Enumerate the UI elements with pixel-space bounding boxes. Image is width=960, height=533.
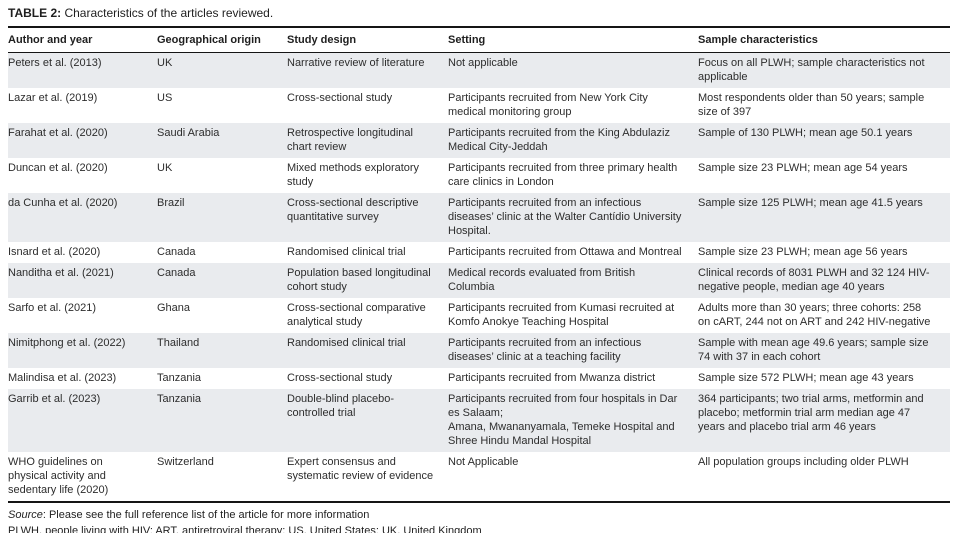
cell-setting: Participants recruited from New York Cit… xyxy=(448,92,648,118)
cell-origin: UK xyxy=(157,162,173,174)
cell-design: Randomised clinical trial xyxy=(287,246,406,258)
cell-sample: 364 participants; two trial arms, metfor… xyxy=(698,393,924,433)
cell-author: Duncan et al. (2020) xyxy=(8,162,108,174)
cell-design: Population based longitudinal cohort stu… xyxy=(287,267,431,293)
cell-author: da Cunha et al. (2020) xyxy=(8,197,118,209)
cell-author: Malindisa et al. (2023) xyxy=(8,372,117,384)
cell-setting: Participants recruited from an infectiou… xyxy=(448,197,682,237)
cell-author: Garrib et al. (2023) xyxy=(8,393,101,405)
articles-reviewed-table: Author and year Geographical origin Study … xyxy=(8,26,950,503)
cell-setting: Participants recruited from Ottawa and M… xyxy=(448,246,682,258)
cell-author: Lazar et al. (2019) xyxy=(8,92,98,104)
cell-design: Mixed methods exploratory study xyxy=(287,162,420,188)
cell-setting: Medical records evaluated from British C… xyxy=(448,267,636,293)
cell-origin: Tanzania xyxy=(157,372,202,384)
header-row: Author and year Geographical origin Study … xyxy=(8,27,950,53)
cell-setting: Participants recruited from Mwanza distr… xyxy=(448,372,656,384)
column-header-origin: Geographical origin xyxy=(157,27,287,53)
cell-origin: Ghana xyxy=(157,302,191,314)
table-row: Isnard et al. (2020) Canada Randomised cli… xyxy=(8,242,950,263)
cell-origin: Canada xyxy=(157,246,196,258)
column-header-sample: Sample characteristics xyxy=(698,27,950,53)
table-row: Peters et al. (2013) UK Narrative review o… xyxy=(8,52,950,88)
cell-setting: Not applicable xyxy=(448,57,518,69)
cell-setting: Participants recruited from Kumasi recru… xyxy=(448,302,675,328)
cell-author: Farahat et al. (2020) xyxy=(8,127,108,139)
cell-sample: Sample size 572 PLWH; mean age 43 years xyxy=(698,372,914,384)
column-header-setting: Setting xyxy=(448,27,698,53)
table-row: Lazar et al. (2019) US Cross-sectional stu… xyxy=(8,88,950,123)
cell-design: Cross-sectional comparative analytical s… xyxy=(287,302,426,328)
cell-origin: US xyxy=(157,92,173,104)
table-row: Farahat et al. (2020) Saudi Arabia Retrosp… xyxy=(8,123,950,158)
cell-design: Randomised clinical trial xyxy=(287,337,406,349)
cell-setting: Participants recruited from an infectiou… xyxy=(448,337,642,363)
cell-sample: Most respondents older than 50 years; sa… xyxy=(698,92,925,118)
cell-author: WHO guidelines on physical activity and … xyxy=(8,456,109,496)
cell-sample: Clinical records of 8031 PLWH and 32 124… xyxy=(698,267,930,293)
cell-author: Sarfo et al. (2021) xyxy=(8,302,97,314)
table-caption-text: Characteristics of the articles reviewed… xyxy=(61,6,274,20)
source-label: Source xyxy=(8,509,43,521)
cell-sample: Sample size 125 PLWH; mean age 41.5 year… xyxy=(698,197,923,209)
cell-design: Retrospective longitudinal chart review xyxy=(287,127,413,153)
cell-design: Double-blind placebo-controlled trial xyxy=(287,393,395,419)
cell-setting: Participants recruited from the King Abd… xyxy=(448,127,670,153)
cell-author: Peters et al. (2013) xyxy=(8,57,102,69)
table-row: Sarfo et al. (2021) Ghana Cross-sectional … xyxy=(8,298,950,333)
cell-author: Nanditha et al. (2021) xyxy=(8,267,114,279)
cell-origin: UK xyxy=(157,57,173,69)
table-row: Garrib et al. (2023) Tanzania Double-blind… xyxy=(8,389,950,452)
table-row: Nimitphong et al. (2022) Thailand Randomis… xyxy=(8,333,950,368)
cell-design: Cross-sectional study xyxy=(287,92,393,104)
cell-origin: Thailand xyxy=(157,337,200,349)
cell-sample: Focus on all PLWH; sample characteristic… xyxy=(698,57,925,83)
cell-sample: Sample of 130 PLWH; mean age 50.1 years xyxy=(698,127,913,139)
cell-author: Nimitphong et al. (2022) xyxy=(8,337,126,349)
table-footnotes: Source: Please see the full reference li… xyxy=(8,507,950,533)
cell-design: Narrative review of literature xyxy=(287,57,425,69)
cell-origin: Canada xyxy=(157,267,196,279)
cell-origin: Switzerland xyxy=(157,456,214,468)
cell-design: Cross-sectional descriptive quantitative… xyxy=(287,197,419,223)
cell-setting: Not Applicable xyxy=(448,456,519,468)
table-header: Author and year Geographical origin Study … xyxy=(8,27,950,53)
cell-setting: Participants recruited from three primar… xyxy=(448,162,678,188)
table-row: Nanditha et al. (2021) Canada Population b… xyxy=(8,263,950,298)
cell-origin: Saudi Arabia xyxy=(157,127,220,139)
cell-sample: Sample size 23 PLWH; mean age 54 years xyxy=(698,162,908,174)
source-note: Source: Please see the full reference li… xyxy=(8,507,950,523)
table-caption-label: TABLE 2: xyxy=(8,6,62,20)
table-row: Duncan et al. (2020) UK Mixed methods expl… xyxy=(8,158,950,193)
source-text: : Please see the full reference list of … xyxy=(42,509,370,521)
table-row: da Cunha et al. (2020) Brazil Cross-sectio… xyxy=(8,193,950,242)
column-header-design: Study design xyxy=(287,27,448,53)
table-row: Malindisa et al. (2023) Tanzania Cross-sec… xyxy=(8,368,950,389)
cell-origin: Brazil xyxy=(157,197,185,209)
table-row: WHO guidelines on physical activity and … xyxy=(8,452,950,502)
table-body: Peters et al. (2013) UK Narrative review o… xyxy=(8,52,950,503)
cell-sample: Adults more than 30 years; three cohorts… xyxy=(698,302,931,328)
cell-sample: Sample size 23 PLWH; mean age 56 years xyxy=(698,246,908,258)
column-header-author: Author and year xyxy=(8,27,157,53)
cell-design: Expert consensus and systematic review o… xyxy=(287,456,434,482)
abbreviations-note: PLWH, people living with HIV; ART, antir… xyxy=(8,525,482,533)
cell-design: Cross-sectional study xyxy=(287,372,393,384)
cell-sample: All population groups including older PL… xyxy=(698,456,909,468)
cell-setting: Participants recruited from four hospita… xyxy=(448,393,678,447)
cell-author: Isnard et al. (2020) xyxy=(8,246,101,258)
cell-origin: Tanzania xyxy=(157,393,202,405)
table-caption: TABLE 2: Characteristics of the articles… xyxy=(8,6,950,21)
cell-sample: Sample with mean age 49.6 years; sample … xyxy=(698,337,929,363)
